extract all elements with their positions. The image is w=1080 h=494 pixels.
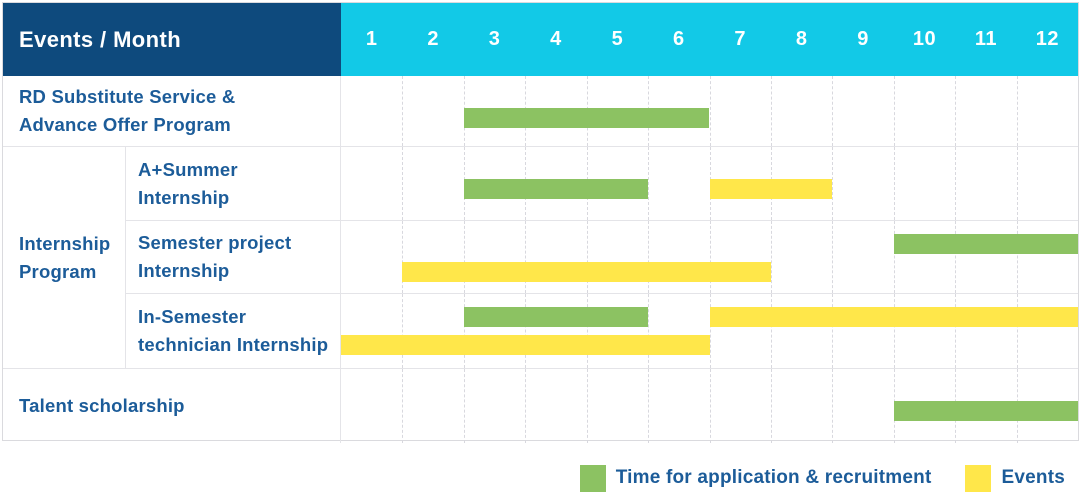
events-month-header-cell: Events / Month xyxy=(3,3,341,76)
events-legend-swatch xyxy=(965,464,992,492)
month-gridline xyxy=(402,76,404,146)
month-header-10: 10 xyxy=(912,28,937,50)
gantt-table: Events / Month 1 2 3 4 5 6 7 8 9 10 11 12 RD Substi… xyxy=(2,2,1079,443)
application-bar xyxy=(893,234,1078,254)
month-gridline xyxy=(402,221,404,293)
row-label-line: RD Substitute Service & xyxy=(19,86,236,107)
row-label-a-summer: A+Summer Internship xyxy=(126,147,341,221)
row-label-line: Advance Offer Program xyxy=(19,114,231,135)
month-gridline xyxy=(648,369,650,443)
month-header-7: 7 xyxy=(734,28,747,50)
month-gridline xyxy=(648,147,650,220)
month-gridline xyxy=(525,294,527,368)
month-gridline xyxy=(832,76,834,146)
month-header-2: 2 xyxy=(427,28,439,50)
month-gridline xyxy=(648,221,650,293)
events-month-header-label: Events / Month xyxy=(19,26,182,52)
month-header-strip: 1 2 3 4 5 6 7 8 9 10 11 12 xyxy=(341,3,1078,76)
group-label-line: Internship xyxy=(19,232,111,254)
month-header-8: 8 xyxy=(795,28,808,50)
month-gridline xyxy=(955,76,957,146)
month-gridline xyxy=(709,76,711,146)
month-gridline xyxy=(709,369,711,443)
month-header-3: 3 xyxy=(488,28,501,50)
table-header-row: Events / Month 1 2 3 4 5 6 7 8 9 10 11 12 xyxy=(3,3,1078,76)
row-label-rd-substitute: RD Substitute Service & Advance Offer Pr… xyxy=(3,76,341,147)
month-header-1: 1 xyxy=(365,28,378,50)
month-gridline xyxy=(586,294,588,368)
chart-row-rd-substitute xyxy=(341,76,1078,147)
month-gridline xyxy=(832,147,834,220)
event-bar xyxy=(709,179,833,199)
month-header-9: 9 xyxy=(857,28,869,50)
row-label-line: Talent scholarship xyxy=(19,395,185,416)
chart-row-talent-scholarship xyxy=(341,369,1078,443)
chart-row-a-summer xyxy=(341,147,1078,221)
month-header-6: 6 xyxy=(673,28,685,50)
application-bar xyxy=(463,307,649,327)
event-bar xyxy=(402,262,771,282)
month-gridline xyxy=(1016,147,1018,220)
row-label-semester-project: Semester project Internship xyxy=(126,221,341,294)
chart-row-in-semester xyxy=(341,294,1078,369)
month-gridline xyxy=(893,76,895,146)
application-legend-swatch xyxy=(579,464,606,492)
month-gridline xyxy=(463,221,465,293)
month-gridline xyxy=(893,147,895,220)
month-gridline xyxy=(586,369,588,443)
gantt-body: RD Substitute Service & Advance Offer Pr… xyxy=(3,76,1078,443)
month-gridline xyxy=(402,294,404,368)
month-gridline xyxy=(1016,294,1018,368)
month-gridline xyxy=(832,221,834,293)
month-gridline xyxy=(770,369,772,443)
month-gridline xyxy=(586,221,588,293)
month-header-12: 12 xyxy=(1035,28,1059,50)
month-header-5: 5 xyxy=(611,28,624,50)
row-label-in-semester: In-Semester technician Internship xyxy=(126,294,341,369)
month-gridline xyxy=(955,294,957,368)
month-gridline xyxy=(770,76,772,146)
events-legend-label: Events xyxy=(1001,467,1065,488)
month-gridline xyxy=(832,369,834,443)
month-gridline xyxy=(648,294,650,368)
row-label-line: A+Summer xyxy=(138,158,238,180)
month-gridline xyxy=(709,221,711,293)
month-gridline xyxy=(832,294,834,368)
month-gridline xyxy=(463,294,465,368)
row-label-line: In-Semester xyxy=(138,306,247,327)
month-gridline xyxy=(955,147,957,220)
application-legend-label: Time for application & recruitment xyxy=(615,467,932,488)
chart-row-semester-project xyxy=(341,221,1078,294)
row-label-line: Internship xyxy=(138,260,230,281)
month-gridline xyxy=(525,369,527,443)
application-bar xyxy=(463,179,649,199)
legend: Time for application & recruitment Event… xyxy=(579,464,1065,492)
row-label-line: technician Internship xyxy=(138,334,329,355)
month-gridline xyxy=(955,221,957,293)
row-label-line: Semester project xyxy=(138,232,292,253)
month-gridline xyxy=(770,221,772,293)
month-gridline xyxy=(402,147,404,220)
month-gridline xyxy=(525,221,527,293)
application-bar xyxy=(893,401,1078,421)
group-label-internship-program: Internship Program xyxy=(3,147,126,369)
month-header-11: 11 xyxy=(974,28,997,50)
month-gridline xyxy=(1016,76,1018,146)
month-gridline xyxy=(770,294,772,368)
row-label-line: Internship xyxy=(138,186,230,208)
month-gridline xyxy=(709,294,711,368)
month-gridline xyxy=(1016,221,1018,293)
event-bar xyxy=(709,307,1078,327)
month-gridline xyxy=(463,369,465,443)
event-bar xyxy=(341,335,710,355)
row-label-talent-scholarship: Talent scholarship xyxy=(3,369,341,443)
month-gridline xyxy=(893,221,895,293)
application-bar xyxy=(463,108,710,128)
month-header-4: 4 xyxy=(550,28,562,50)
group-label-line: Program xyxy=(19,260,97,282)
month-gridline xyxy=(893,294,895,368)
month-gridline xyxy=(402,369,404,443)
